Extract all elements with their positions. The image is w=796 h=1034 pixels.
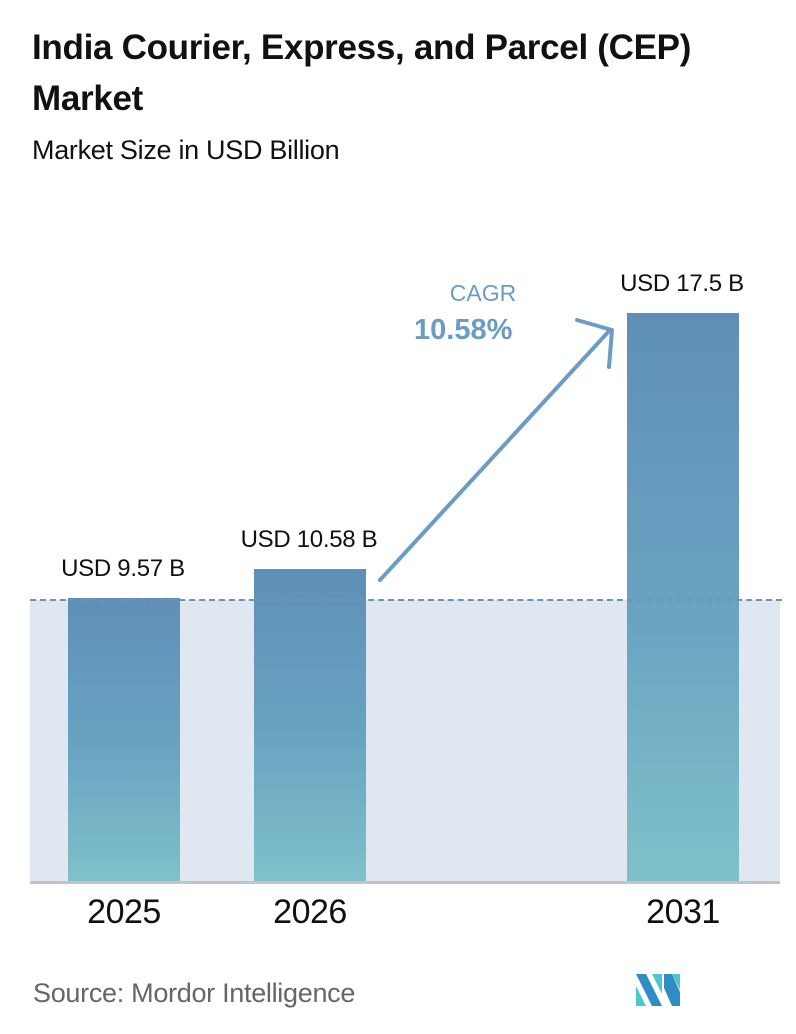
- cagr-label: CAGR: [449, 280, 517, 306]
- bar-2026: [254, 569, 366, 882]
- reference-dashed-line: [30, 599, 782, 601]
- cagr-value: 10.58%: [414, 314, 513, 346]
- source-text: Source: Mordor Intelligence: [33, 978, 356, 1008]
- chart-title: India Courier, Express, and Parcel (CEP)…: [32, 28, 692, 118]
- value-label-2025: USD 9.57 B: [61, 555, 185, 582]
- bar-2025: [68, 598, 180, 882]
- x-axis-line: [30, 881, 780, 884]
- bar-2031: [627, 313, 739, 882]
- value-label-2026: USD 10.58 B: [240, 526, 378, 553]
- x-tick-2031: 2031: [646, 893, 720, 931]
- chart-subtitle: Market Size in USD Billion: [32, 135, 340, 165]
- mordor-logo-icon: [636, 974, 680, 1006]
- x-tick-2026: 2026: [273, 893, 347, 931]
- value-label-2031: USD 17.5 B: [620, 270, 744, 297]
- x-tick-2025: 2025: [87, 893, 161, 931]
